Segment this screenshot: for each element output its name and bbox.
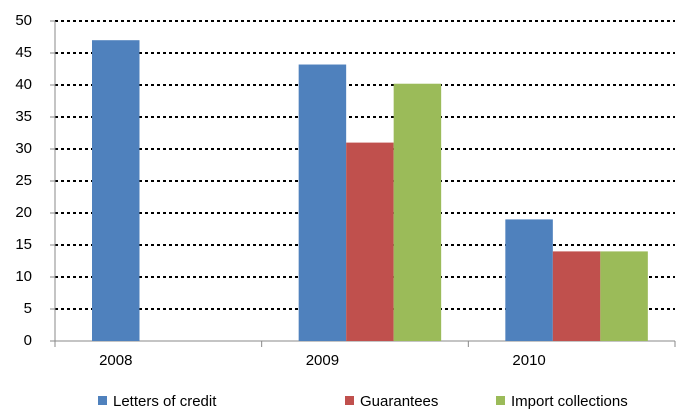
bar xyxy=(505,219,553,341)
y-tick-label: 5 xyxy=(24,300,32,317)
legend-label: Letters of credit xyxy=(113,393,217,410)
x-tick-label: 2008 xyxy=(99,352,132,369)
bar xyxy=(600,251,648,341)
legend-swatch xyxy=(496,396,505,405)
y-tick-label: 40 xyxy=(15,76,32,93)
y-tick-label: 30 xyxy=(15,140,32,157)
legend-swatch xyxy=(345,396,354,405)
bar xyxy=(92,40,140,341)
y-tick-label: 10 xyxy=(15,268,32,285)
y-tick-label: 20 xyxy=(15,204,32,221)
x-tick-label: 2010 xyxy=(512,352,545,369)
legend-label: Guarantees xyxy=(360,393,438,410)
legend-label: Import collections xyxy=(511,393,628,410)
y-tick-label: 0 xyxy=(24,332,32,349)
bar xyxy=(393,83,442,341)
bar xyxy=(298,64,347,342)
y-tick-label: 50 xyxy=(15,12,32,29)
x-tick-label: 2009 xyxy=(306,352,339,369)
y-tick-label: 35 xyxy=(15,108,32,125)
bar xyxy=(346,142,394,341)
y-tick-label: 45 xyxy=(15,44,32,61)
bar xyxy=(552,251,601,341)
y-tick-label: 15 xyxy=(15,236,32,253)
y-tick-label: 25 xyxy=(15,172,32,189)
legend-swatch xyxy=(98,396,107,405)
